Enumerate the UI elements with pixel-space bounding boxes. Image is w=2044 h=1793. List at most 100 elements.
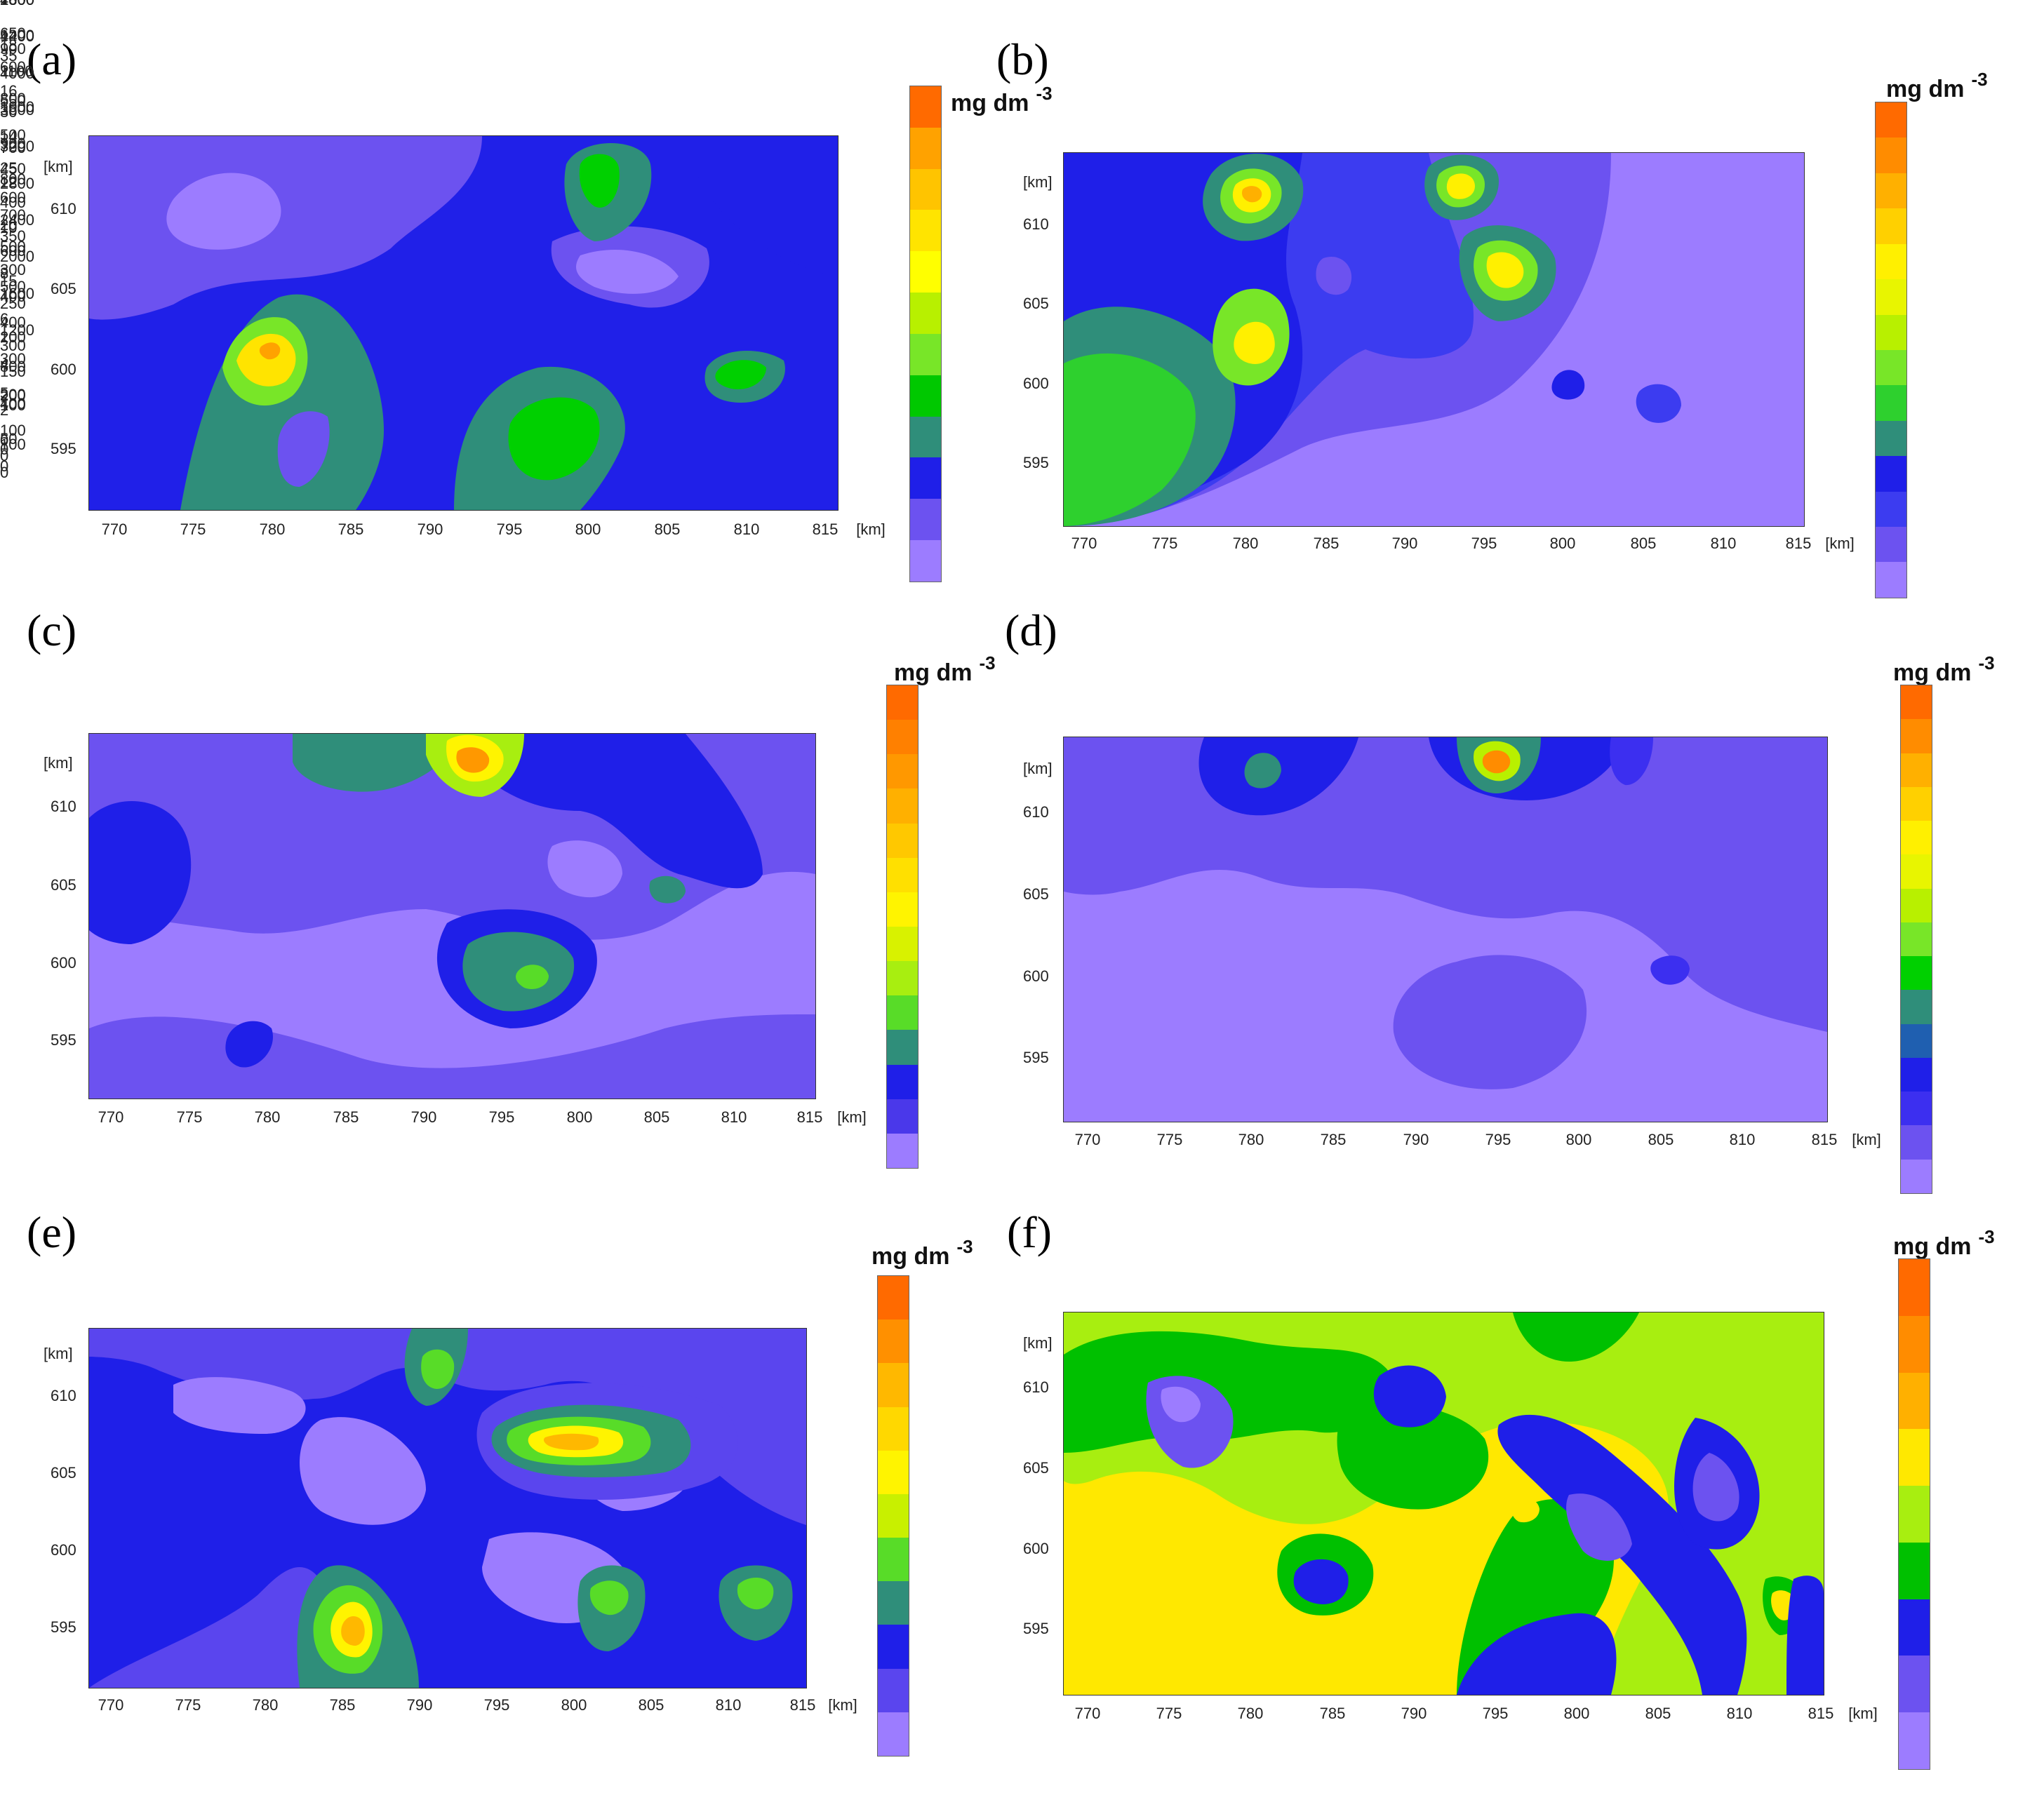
x-tick: 770 [1074,1705,1101,1722]
x-tick: 795 [483,1696,510,1714]
legend-tick: 100 [0,421,26,439]
legend-band [1901,922,1932,957]
legend-tick: 800 [0,358,26,376]
x-tick: 770 [1074,1131,1101,1148]
legend-band [878,1450,909,1494]
legend-tick: 200 [0,386,26,404]
legend-tick: 200 [0,385,26,403]
legend-tick: 3200 [0,137,34,156]
legend-band [878,1668,909,1712]
x-tick: 780 [1237,1705,1264,1722]
x-tick: 770 [98,1108,124,1126]
legend-band [910,127,941,169]
x-tick: 800 [1563,1705,1590,1722]
legend-tick: 10 [0,328,18,346]
legend-tick: 800 [0,89,26,107]
contour-map [88,135,839,511]
legend-unit: mg dm -3 [951,83,1053,116]
legend-band [1899,1656,1930,1713]
legend-band [910,375,941,417]
legend-band [1899,1486,1930,1543]
x-tick: 810 [721,1108,747,1126]
legend-tick: 500 [0,278,26,296]
legend-band [887,892,918,927]
y-tick: 605 [1023,1459,1049,1477]
legend-band [1876,349,1906,386]
x-tick: 800 [566,1108,593,1126]
x-tick: 780 [259,521,286,538]
legend-band [887,685,918,720]
legend-colorbar [1875,102,1907,598]
legend-tick: 5 [0,384,9,402]
y-tick: 605 [51,280,76,297]
legend-band [1899,1429,1930,1486]
contour-map [1063,152,1805,527]
x-tick: 775 [180,521,206,538]
legend-band [910,210,941,252]
legend-tick: 2 [0,401,9,419]
legend-band [1876,102,1906,138]
legend-tick: 1100 [0,62,34,81]
y-tick: 610 [51,1387,76,1404]
legend-tick: 1600 [0,284,34,302]
x-tick: 785 [1319,1705,1346,1722]
x-unit-label: [km] [837,1108,867,1126]
legend-band [910,540,941,582]
x-tick: 790 [1391,535,1418,552]
y-tick: 600 [1023,375,1049,392]
legend-tick: 14 [0,128,18,145]
legend-band [878,1625,909,1669]
panel-label: (b) [996,34,1049,84]
legend-tick: 0 [0,447,9,464]
x-tick: 780 [1232,535,1259,552]
y-tick: 595 [51,440,76,457]
panel-label: (d) [1005,605,1057,655]
x-tick: 805 [1645,1705,1671,1722]
legend-tick: 300 [0,261,26,279]
legend-tick: 350 [0,227,26,245]
legend-band [887,961,918,996]
contour-map [88,1328,807,1688]
legend-tick: 4800 [0,0,34,9]
y-tick: 600 [51,361,76,378]
legend-tick: 600 [0,242,26,260]
y-tick: 610 [1023,1378,1049,1396]
contour-map [1063,737,1828,1122]
y-tick: 595 [1023,1049,1049,1066]
legend-band [878,1363,909,1407]
legend-band [1876,314,1906,350]
legend-tick: 50 [0,429,18,448]
x-tick: 780 [1238,1131,1264,1148]
legend-tick: 8 [0,264,9,282]
legend-tick: 450 [0,159,26,177]
y-tick: 595 [1023,454,1049,471]
x-tick: 800 [561,1696,587,1714]
y-unit-label: [km] [1023,173,1053,191]
x-axis: 770 775 780 785 790 795 800 805 810 815 … [88,1108,895,1136]
legend-band [1876,243,1906,280]
legend-tick: 700 [0,139,26,157]
x-tick: 815 [812,521,839,538]
contour-map [1063,1312,1824,1695]
y-unit-label: [km] [44,1345,73,1362]
x-tick: 770 [101,521,128,538]
x-tick: 815 [1785,535,1812,552]
legend-band [1876,279,1906,315]
y-tick: 595 [51,1031,76,1049]
x-tick: 810 [733,521,760,538]
legend-band [1899,1712,1930,1769]
legend-band [878,1581,909,1625]
legend-band [910,293,941,334]
x-tick: 810 [1729,1131,1756,1148]
y-unit-label: [km] [1023,1334,1053,1352]
legend-tick: 4000 [0,64,34,82]
legend-band [910,499,941,541]
y-tick: 605 [51,876,76,894]
legend-tick: 10 [0,219,18,236]
legend-colorbar [877,1275,909,1757]
x-tick: 800 [1549,535,1576,552]
legend-band [1876,456,1906,492]
legend-tick: 40 [0,0,17,9]
legend-tick: 25 [0,159,18,177]
legend-band [1901,786,1932,821]
